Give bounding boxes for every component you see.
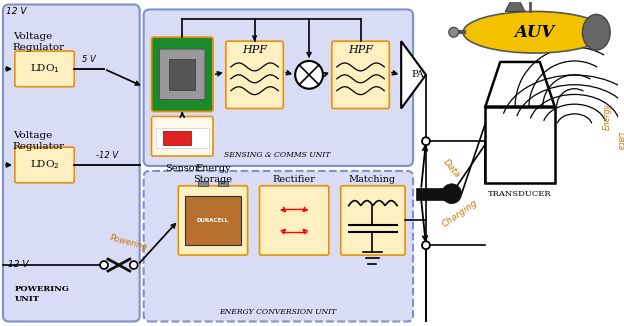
Polygon shape [401, 41, 426, 109]
Text: Voltage
Regulator: Voltage Regulator [13, 131, 65, 151]
Text: SENSING & COMMS UNIT: SENSING & COMMS UNIT [224, 151, 331, 159]
FancyBboxPatch shape [3, 5, 140, 321]
Text: 12 V: 12 V [6, 7, 26, 17]
FancyBboxPatch shape [144, 171, 413, 321]
Circle shape [100, 261, 108, 269]
FancyBboxPatch shape [260, 186, 329, 255]
FancyBboxPatch shape [15, 51, 74, 87]
Circle shape [130, 261, 138, 269]
Text: HPF: HPF [348, 45, 373, 55]
Text: -12 V: -12 V [96, 151, 118, 160]
Text: 12 V: 12 V [8, 260, 29, 269]
Text: Powering: Powering [109, 233, 149, 252]
Text: LDO$_1$: LDO$_1$ [30, 63, 59, 75]
Circle shape [422, 137, 430, 145]
Text: Energy
Storage: Energy Storage [193, 164, 233, 184]
Bar [218, 181, 228, 186]
Text: ENERGY CONVERSION UNIT: ENERGY CONVERSION UNIT [219, 307, 336, 316]
Text: POWERING
UNIT: POWERING UNIT [15, 286, 70, 303]
Text: Sensor: Sensor [165, 164, 200, 173]
Text: DURACELL: DURACELL [197, 218, 229, 223]
Circle shape [449, 27, 459, 37]
Text: Data: Data [616, 132, 624, 150]
Text: Rectifier: Rectifier [273, 175, 316, 184]
Text: LDO$_2$: LDO$_2$ [30, 158, 59, 171]
Polygon shape [485, 62, 555, 107]
FancyBboxPatch shape [226, 41, 283, 109]
Bar [155, 128, 209, 148]
FancyBboxPatch shape [160, 49, 205, 100]
Bar [198, 181, 208, 186]
Ellipse shape [463, 11, 607, 53]
Text: Charging: Charging [441, 198, 479, 229]
FancyBboxPatch shape [144, 9, 413, 166]
Text: Matching: Matching [349, 175, 396, 184]
Bar [163, 131, 191, 145]
Text: Data: Data [441, 158, 461, 180]
FancyBboxPatch shape [341, 186, 405, 255]
Circle shape [295, 61, 323, 89]
FancyBboxPatch shape [152, 116, 213, 156]
Bar [416, 188, 456, 200]
Circle shape [422, 241, 430, 249]
Text: Energy: Energy [603, 103, 612, 130]
Text: Voltage
Regulator: Voltage Regulator [13, 32, 65, 52]
Text: 5 V: 5 V [82, 55, 96, 64]
Circle shape [442, 184, 462, 204]
Bar [185, 196, 241, 245]
Bar [169, 59, 195, 90]
Bar [485, 107, 555, 183]
Polygon shape [505, 0, 525, 11]
Text: HPF: HPF [242, 45, 267, 55]
FancyBboxPatch shape [15, 147, 74, 183]
Text: PA: PA [411, 70, 424, 79]
FancyBboxPatch shape [152, 37, 213, 111]
FancyBboxPatch shape [332, 41, 389, 109]
Text: TRANSDUCER: TRANSDUCER [488, 190, 552, 198]
FancyBboxPatch shape [178, 186, 248, 255]
Ellipse shape [582, 14, 610, 50]
Text: AUV: AUV [515, 24, 555, 41]
